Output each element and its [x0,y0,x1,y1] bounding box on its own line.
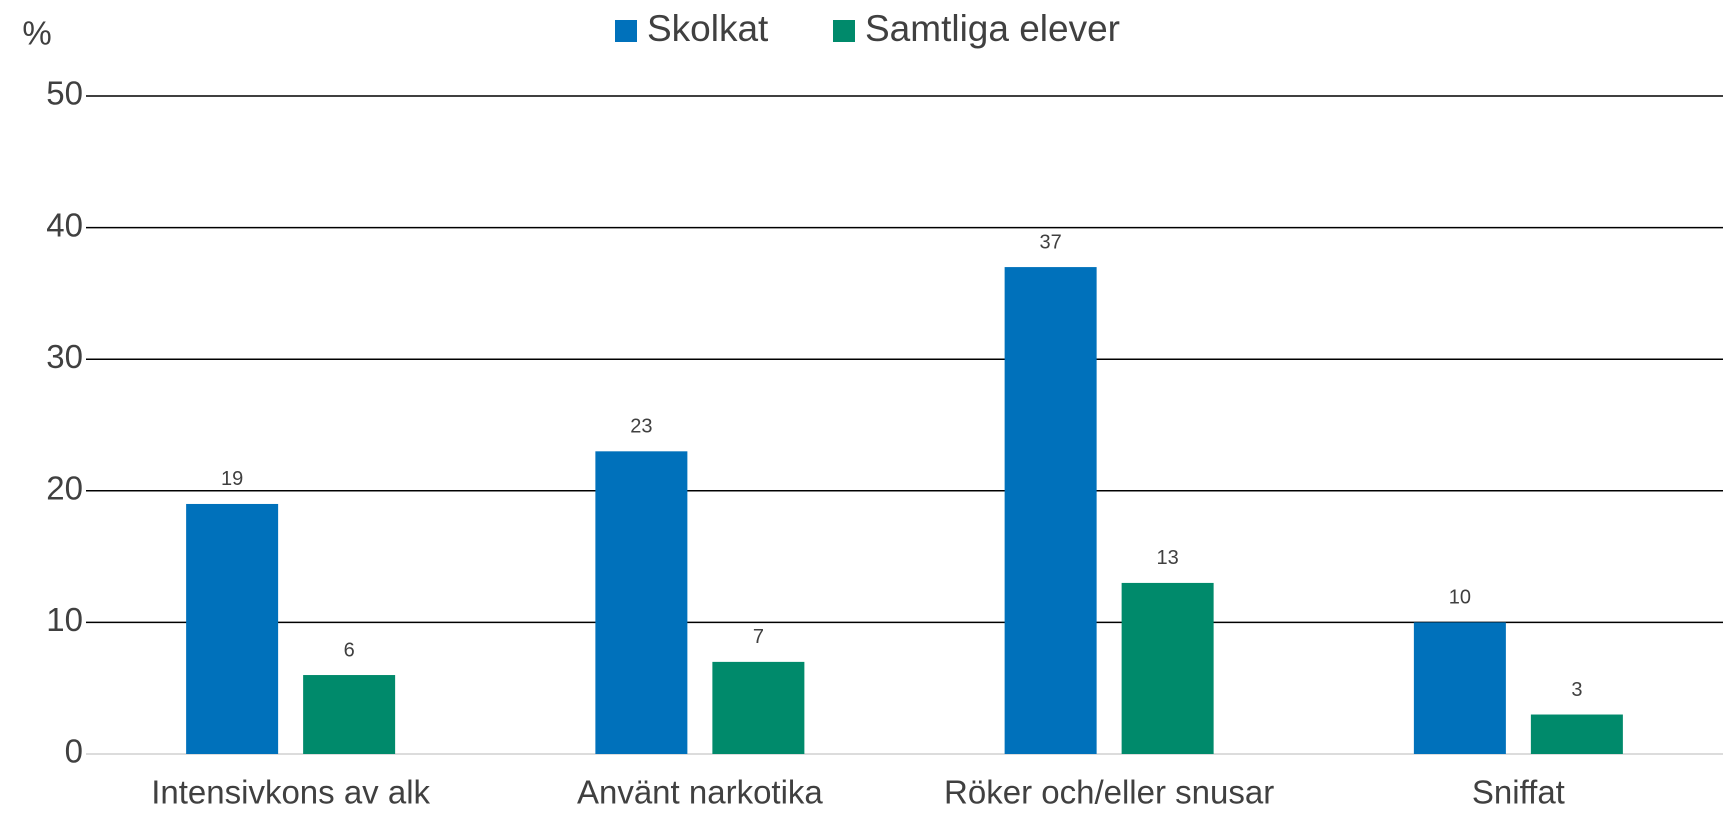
x-tick-label: Använt narkotika [577,774,823,811]
y-tick-label: 0 [65,733,83,770]
y-tick-label: 10 [46,601,83,638]
bar [1004,267,1097,754]
bar [712,661,805,754]
bar [1121,582,1214,754]
data-label: 7 [753,626,764,648]
data-label: 3 [1571,679,1582,701]
bar [186,503,279,754]
data-label: 19 [221,468,243,490]
y-axis-label: % [22,15,51,52]
bar [595,451,688,754]
y-tick-label: 20 [46,470,83,507]
y-tick-label: 40 [46,206,83,243]
legend-label: Samtliga elever [865,8,1120,49]
legend-swatch [615,20,637,42]
x-tick-label: Sniffat [1472,774,1565,811]
legend-swatch [833,20,855,42]
legend-label: Skolkat [647,8,769,49]
bar [1530,714,1623,754]
data-label: 6 [344,639,355,661]
y-tick-label: 30 [46,338,83,375]
y-tick-label: 50 [46,75,83,112]
x-tick-label: Intensivkons av alk [151,774,430,811]
bar [303,675,396,754]
x-tick-label: Röker och/eller snusar [944,774,1274,811]
data-label: 13 [1157,547,1179,569]
data-label: 23 [630,416,652,438]
bar [1413,622,1506,754]
data-label: 37 [1040,231,1062,253]
data-label: 10 [1449,587,1471,609]
